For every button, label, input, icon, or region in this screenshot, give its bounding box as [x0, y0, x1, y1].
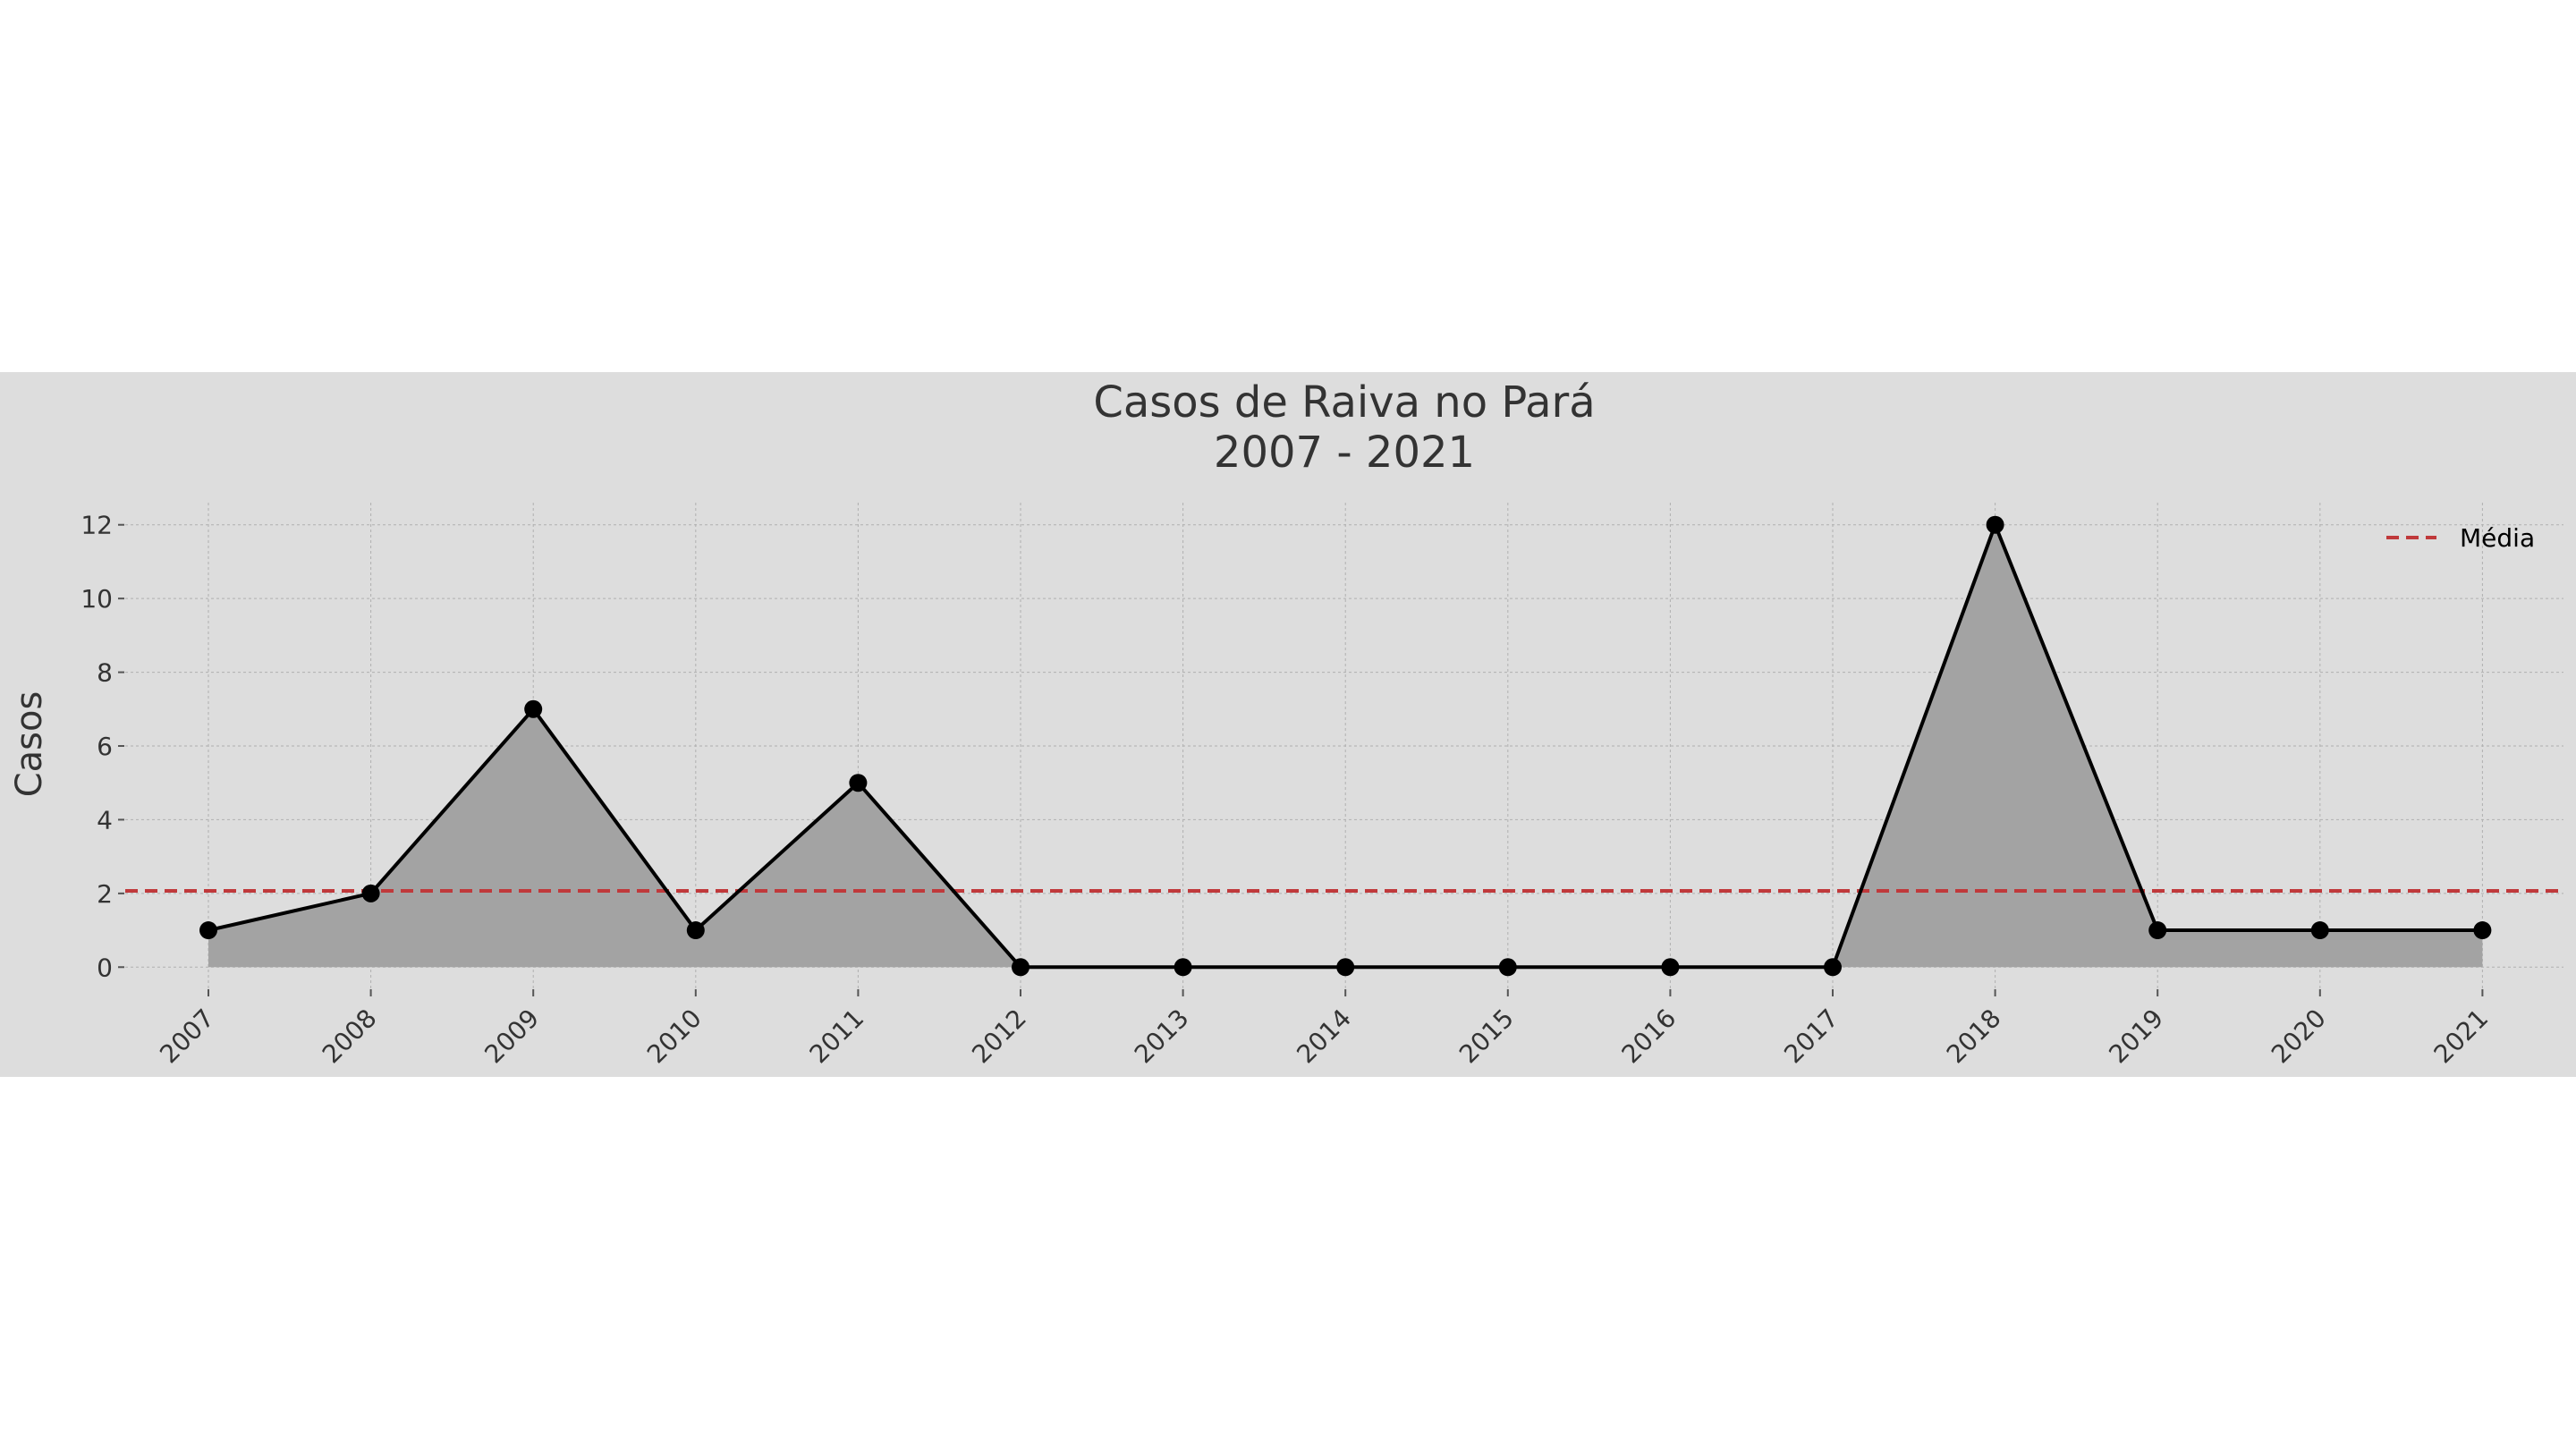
data-point [2148, 921, 2167, 940]
y-tick-labels: 0 2 4 6 8 10 12 [80, 511, 124, 982]
data-point [2310, 921, 2329, 940]
data-point [849, 774, 868, 792]
x-tick-label: 2017 [1778, 1004, 1844, 1070]
data-point [1824, 958, 1842, 977]
data-point [361, 884, 380, 902]
y-tick-label: 8 [97, 658, 113, 688]
x-tick-label: 2013 [1129, 1004, 1195, 1070]
data-point [1986, 515, 2004, 534]
legend-mean-label: Média [2460, 523, 2535, 553]
x-tick-label: 2009 [479, 1004, 545, 1070]
data-point [524, 699, 543, 718]
y-axis-label: Casos [9, 691, 50, 798]
x-tick-label: 2014 [1291, 1004, 1357, 1070]
x-tick-label: 2016 [1616, 1004, 1682, 1070]
x-tick-label: 2020 [2266, 1004, 2332, 1070]
x-tick-label: 2008 [317, 1004, 383, 1070]
y-tick-label: 4 [97, 805, 113, 835]
y-tick-label: 2 [97, 879, 113, 909]
x-tick-label: 2021 [2428, 1004, 2495, 1070]
x-tick-label: 2011 [804, 1004, 870, 1070]
points-layer [199, 515, 2492, 977]
x-tick-label: 2012 [966, 1004, 1032, 1070]
data-point [1174, 958, 1192, 977]
data-point [199, 921, 217, 940]
y-tick-label: 6 [97, 732, 113, 761]
data-point [2473, 921, 2492, 940]
x-tick-label: 2018 [1941, 1004, 2007, 1070]
x-tick-label: 2019 [2103, 1004, 2169, 1070]
x-tick-label: 2007 [154, 1004, 220, 1070]
x-tick-labels: 2007 2008 2009 2010 2011 2012 2013 2014 2015 2016… [154, 989, 2494, 1069]
data-point [1336, 958, 1355, 977]
data-point [1012, 958, 1030, 977]
legend: Média [2386, 523, 2535, 553]
data-point [1661, 958, 1680, 977]
y-tick-label: 0 [97, 953, 113, 982]
y-tick-label: 10 [80, 584, 113, 614]
x-tick-label: 2010 [641, 1004, 708, 1070]
chart-title-line2: 2007 - 2021 [1214, 428, 1475, 478]
chart-title-line1: Casos de Raiva no Pará [1093, 377, 1595, 428]
y-tick-label: 12 [80, 511, 113, 540]
data-point [1498, 958, 1517, 977]
data-point [686, 921, 705, 940]
x-tick-label: 2015 [1453, 1004, 1520, 1070]
